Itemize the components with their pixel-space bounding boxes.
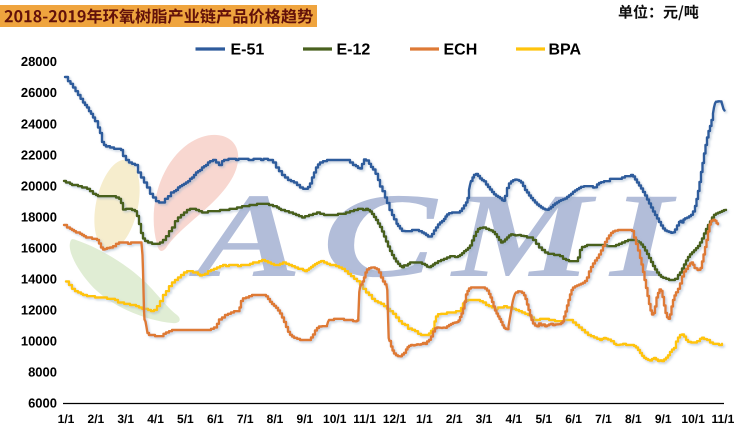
svg-text:8/1: 8/1: [267, 412, 284, 426]
svg-text:10000: 10000: [21, 334, 57, 349]
svg-text:12000: 12000: [21, 303, 57, 318]
svg-text:9/1: 9/1: [297, 412, 314, 426]
svg-text:BPA: BPA: [549, 42, 582, 59]
svg-text:26000: 26000: [21, 85, 57, 100]
svg-text:16000: 16000: [21, 241, 57, 256]
svg-text:E-51: E-51: [231, 42, 265, 59]
svg-text:6/1: 6/1: [207, 412, 224, 426]
svg-text:3/1: 3/1: [117, 412, 134, 426]
svg-text:2/1: 2/1: [88, 412, 105, 426]
svg-text:28000: 28000: [21, 54, 57, 69]
svg-text:10/1: 10/1: [681, 412, 705, 426]
svg-text:E-12: E-12: [337, 42, 371, 59]
svg-text:1/1: 1/1: [416, 412, 433, 426]
svg-text:8000: 8000: [28, 365, 57, 380]
svg-text:5/1: 5/1: [177, 412, 194, 426]
svg-text:2/1: 2/1: [446, 412, 463, 426]
svg-text:ECH: ECH: [444, 42, 478, 59]
svg-text:9/1: 9/1: [655, 412, 672, 426]
svg-text:3/1: 3/1: [476, 412, 493, 426]
svg-text:4/1: 4/1: [506, 412, 523, 426]
svg-text:6000: 6000: [28, 396, 57, 411]
svg-text:4/1: 4/1: [147, 412, 164, 426]
svg-text:18000: 18000: [21, 209, 57, 224]
svg-text:22000: 22000: [21, 147, 57, 162]
svg-text:7/1: 7/1: [595, 412, 612, 426]
svg-text:6/1: 6/1: [565, 412, 582, 426]
svg-text:11/1: 11/1: [712, 412, 735, 426]
svg-text:10/1: 10/1: [323, 412, 347, 426]
svg-text:24000: 24000: [21, 116, 57, 131]
svg-text:5/1: 5/1: [535, 412, 552, 426]
svg-text:11/1: 11/1: [353, 412, 376, 426]
svg-text:A: A: [188, 169, 302, 303]
svg-text:8/1: 8/1: [625, 412, 642, 426]
svg-text:1/1: 1/1: [58, 412, 75, 426]
svg-text:7/1: 7/1: [237, 412, 254, 426]
svg-text:14000: 14000: [21, 272, 57, 287]
svg-text:C: C: [322, 169, 438, 303]
svg-text:20000: 20000: [21, 178, 57, 193]
svg-text:12/1: 12/1: [383, 412, 407, 426]
